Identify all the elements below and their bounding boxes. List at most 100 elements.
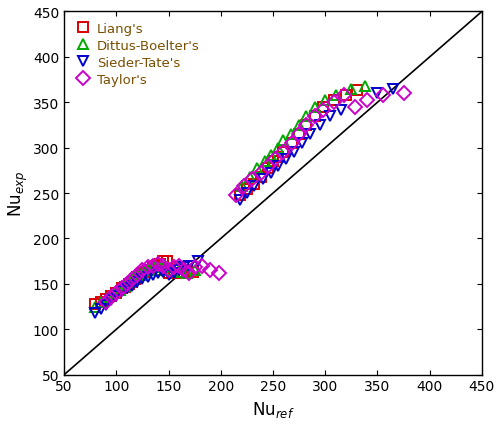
Taylor's xyxy=(155,262,161,267)
Taylor's xyxy=(351,105,357,110)
Sieder-Tate's xyxy=(317,123,323,128)
Taylor's xyxy=(248,178,255,183)
Taylor's xyxy=(207,268,213,273)
Liang's xyxy=(178,271,184,276)
Taylor's xyxy=(320,108,326,113)
Dittus-Boelter's xyxy=(111,291,117,296)
Sieder-Tate's xyxy=(98,307,104,312)
Dittus-Boelter's xyxy=(139,271,145,276)
Taylor's xyxy=(303,123,309,128)
Taylor's xyxy=(280,150,286,155)
Taylor's xyxy=(181,268,187,273)
Sieder-Tate's xyxy=(118,289,124,294)
Sieder-Tate's xyxy=(113,294,119,299)
Line: Sieder-Tate's: Sieder-Tate's xyxy=(91,85,397,318)
Liang's xyxy=(132,277,138,282)
Sieder-Tate's xyxy=(124,286,130,291)
Sieder-Tate's xyxy=(389,87,395,92)
Dittus-Boelter's xyxy=(172,265,178,271)
Dittus-Boelter's xyxy=(322,99,328,104)
Sieder-Tate's xyxy=(139,277,145,282)
Taylor's xyxy=(311,114,317,119)
Sieder-Tate's xyxy=(129,283,135,288)
Dittus-Boelter's xyxy=(167,268,173,273)
Dittus-Boelter's xyxy=(129,277,135,282)
Sieder-Tate's xyxy=(243,191,249,196)
Sieder-Tate's xyxy=(108,298,114,303)
Liang's xyxy=(98,300,104,305)
Liang's xyxy=(330,99,336,104)
Taylor's xyxy=(240,184,246,189)
Dittus-Boelter's xyxy=(126,280,132,285)
Sieder-Tate's xyxy=(259,178,265,183)
Dittus-Boelter's xyxy=(105,295,111,300)
Sieder-Tate's xyxy=(134,280,140,285)
Taylor's xyxy=(176,264,182,269)
Dittus-Boelter's xyxy=(261,159,267,164)
Dittus-Boelter's xyxy=(268,153,274,158)
Sieder-Tate's xyxy=(160,270,166,275)
Liang's xyxy=(129,280,135,285)
Liang's xyxy=(236,193,242,198)
Sieder-Tate's xyxy=(155,271,161,276)
Liang's xyxy=(139,271,145,276)
Taylor's xyxy=(288,141,294,146)
Taylor's xyxy=(257,171,263,176)
X-axis label: Nu$_{ref}$: Nu$_{ref}$ xyxy=(251,399,294,419)
Dittus-Boelter's xyxy=(275,146,281,151)
Taylor's xyxy=(186,271,192,276)
Sieder-Tate's xyxy=(165,273,171,278)
Dittus-Boelter's xyxy=(246,175,253,180)
Dittus-Boelter's xyxy=(92,304,98,309)
Dittus-Boelter's xyxy=(191,268,197,273)
Sieder-Tate's xyxy=(150,273,156,278)
Liang's xyxy=(174,265,180,271)
Line: Dittus-Boelter's: Dittus-Boelter's xyxy=(91,82,369,312)
Sieder-Tate's xyxy=(337,108,343,113)
Sieder-Tate's xyxy=(291,150,297,155)
Dittus-Boelter's xyxy=(136,273,142,278)
Liang's xyxy=(270,159,276,164)
Taylor's xyxy=(108,295,114,300)
Liang's xyxy=(103,297,109,302)
Liang's xyxy=(243,187,249,192)
Liang's xyxy=(265,166,271,171)
Liang's xyxy=(257,175,263,180)
Sieder-Tate's xyxy=(282,157,288,162)
Dittus-Boelter's xyxy=(296,123,302,128)
Liang's xyxy=(113,291,119,296)
Sieder-Tate's xyxy=(327,114,333,119)
Taylor's xyxy=(150,264,156,269)
Taylor's xyxy=(296,132,302,137)
Liang's xyxy=(147,268,153,273)
Liang's xyxy=(320,105,326,110)
Liang's xyxy=(155,265,161,271)
Taylor's xyxy=(160,264,166,269)
Sieder-Tate's xyxy=(170,271,176,276)
Liang's xyxy=(184,268,190,273)
Sieder-Tate's xyxy=(299,141,305,146)
Liang's xyxy=(142,270,148,275)
Sieder-Tate's xyxy=(176,268,182,273)
Liang's xyxy=(160,259,166,264)
Taylor's xyxy=(340,93,346,98)
Line: Taylor's: Taylor's xyxy=(101,89,408,307)
Liang's xyxy=(170,268,176,273)
Taylor's xyxy=(265,164,271,169)
Legend: Liang's, Dittus-Boelter's, Sieder-Tate's, Taylor's: Liang's, Dittus-Boelter's, Sieder-Tate's… xyxy=(71,19,203,91)
Dittus-Boelter's xyxy=(121,283,127,288)
Sieder-Tate's xyxy=(275,164,281,169)
Taylor's xyxy=(400,92,406,97)
Liang's xyxy=(121,284,127,289)
Liang's xyxy=(134,275,140,280)
Liang's xyxy=(303,123,309,128)
Dittus-Boelter's xyxy=(142,268,148,273)
Sieder-Tate's xyxy=(236,198,242,203)
Dittus-Boelter's xyxy=(280,138,286,144)
Liang's xyxy=(250,182,257,187)
Taylor's xyxy=(118,286,124,291)
Taylor's xyxy=(144,265,150,271)
Liang's xyxy=(296,132,302,137)
Dittus-Boelter's xyxy=(132,274,138,279)
Liang's xyxy=(118,286,124,291)
